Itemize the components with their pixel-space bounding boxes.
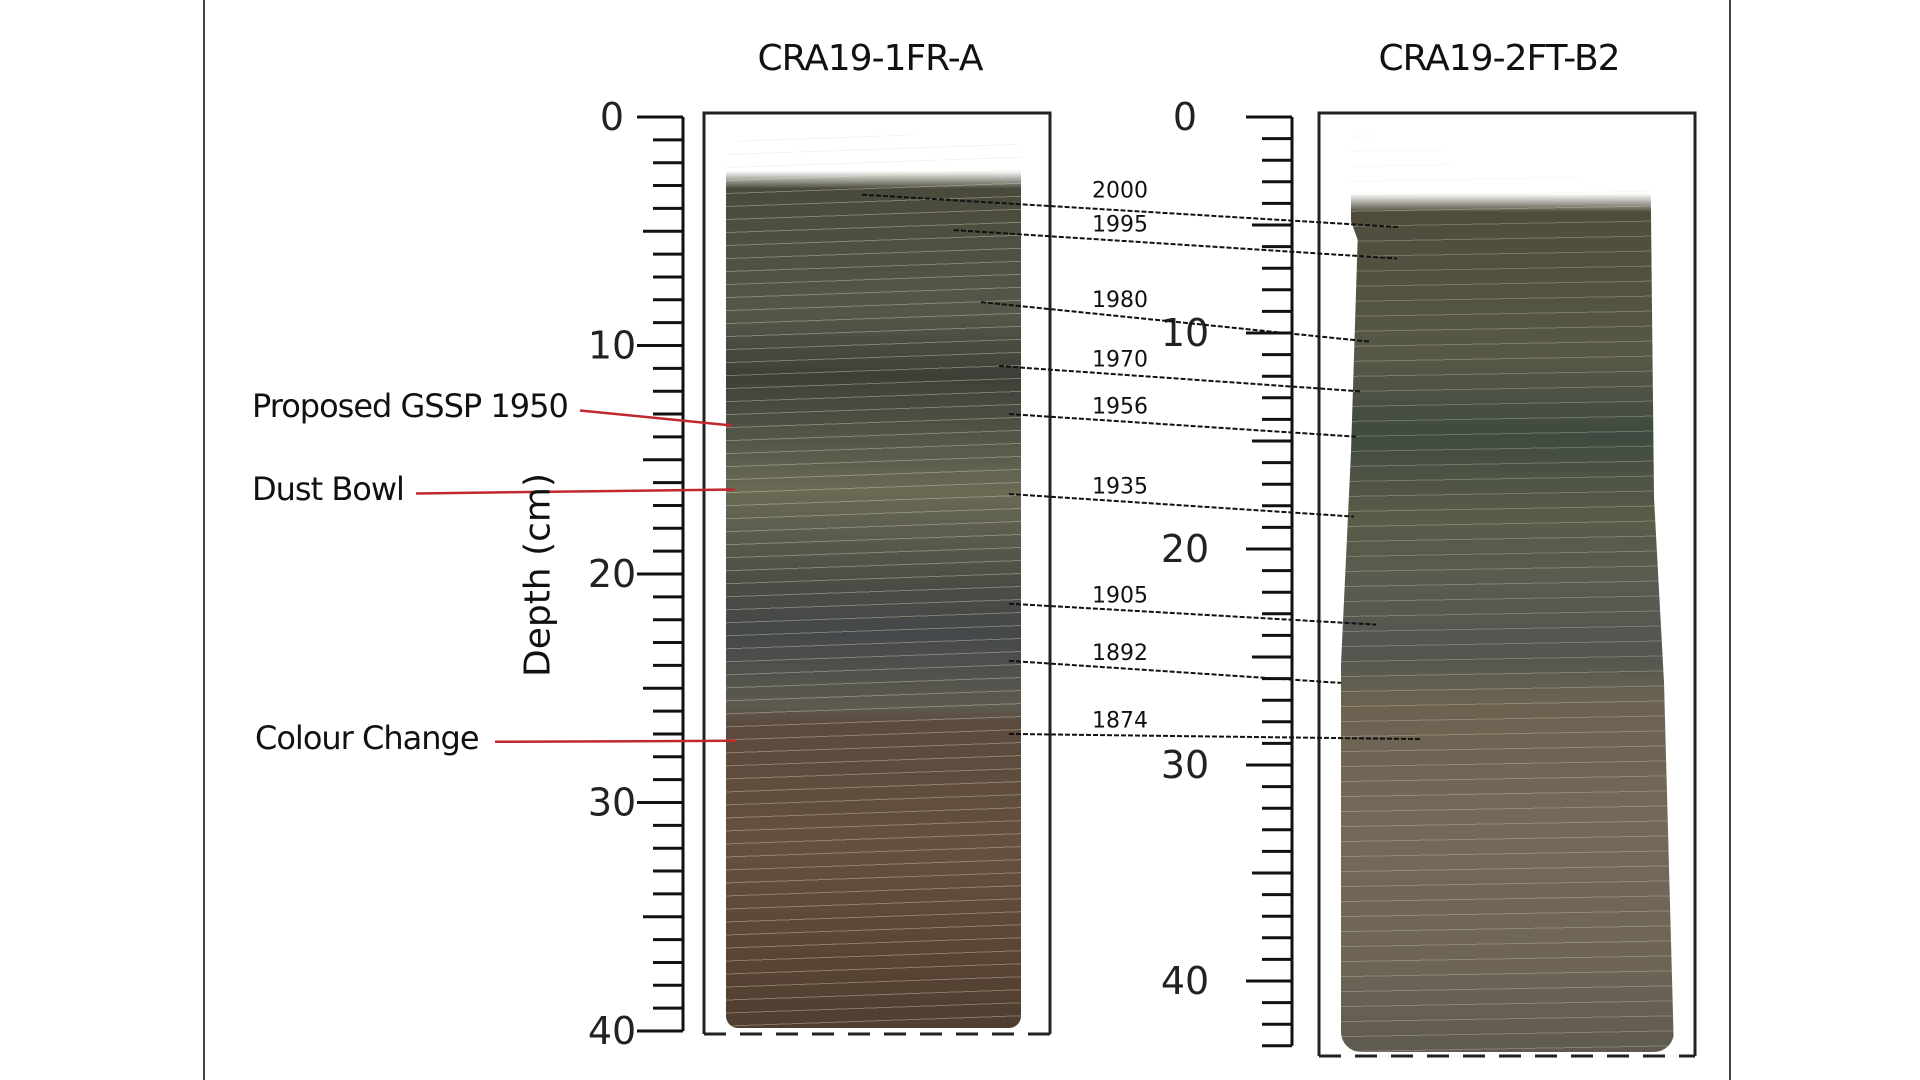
annotation-label: Proposed GSSP 1950 [252,387,569,426]
correlation-line [861,193,1401,229]
year-label: 1980 [1092,288,1148,313]
core2-box [1317,111,1697,1056]
core2-scale-tick-label: 10 [1161,311,1209,355]
core2-title: CRA19-2FT-B2 [1378,38,1620,79]
core1-box [702,111,1052,1034]
annotation-label: Colour Change [255,718,480,757]
left-border [203,0,205,1080]
depth-axis-label: Depth (cm) [517,472,559,678]
core1-title: CRA19-1FR-A [757,38,983,79]
correlation-line [1008,493,1355,518]
correlation-line [998,365,1361,393]
year-label: 1892 [1092,641,1148,666]
correlation-line [953,229,1398,260]
correlation-line [980,301,1371,343]
core2-scale-tick-label: 30 [1161,743,1209,787]
annotation-pointer [415,488,736,495]
core1-scale-tick-label: 0 [600,95,624,139]
year-label: 1905 [1092,584,1148,609]
correlation-line [1008,659,1342,684]
year-label: 1970 [1092,347,1148,372]
correlation-line [1008,413,1357,438]
core2-scale-tick-label: 0 [1173,95,1197,139]
year-label: 1995 [1092,212,1148,237]
annotation-pointer [494,739,737,744]
core1-photo [726,135,1021,1028]
year-label: 1874 [1092,709,1148,734]
annotation-pointer [579,409,733,427]
core2-photo [1341,129,1674,1052]
core1-scale-tick-label: 10 [588,324,636,368]
core1-scale-tick-label: 20 [588,552,636,596]
core2-scale-tick-label: 20 [1161,527,1209,571]
year-label: 2000 [1092,178,1148,203]
annotation-label: Dust Bowl [252,470,405,509]
correlation-line [1008,602,1377,626]
correlation-line [1008,732,1422,741]
core1-scale-tick-label: 40 [588,1009,636,1053]
core2-scale-tick-label: 40 [1161,959,1209,1003]
year-label: 1956 [1092,395,1148,420]
right-border [1729,0,1731,1080]
core1-scale-tick-label: 30 [588,781,636,825]
year-label: 1935 [1092,474,1148,499]
